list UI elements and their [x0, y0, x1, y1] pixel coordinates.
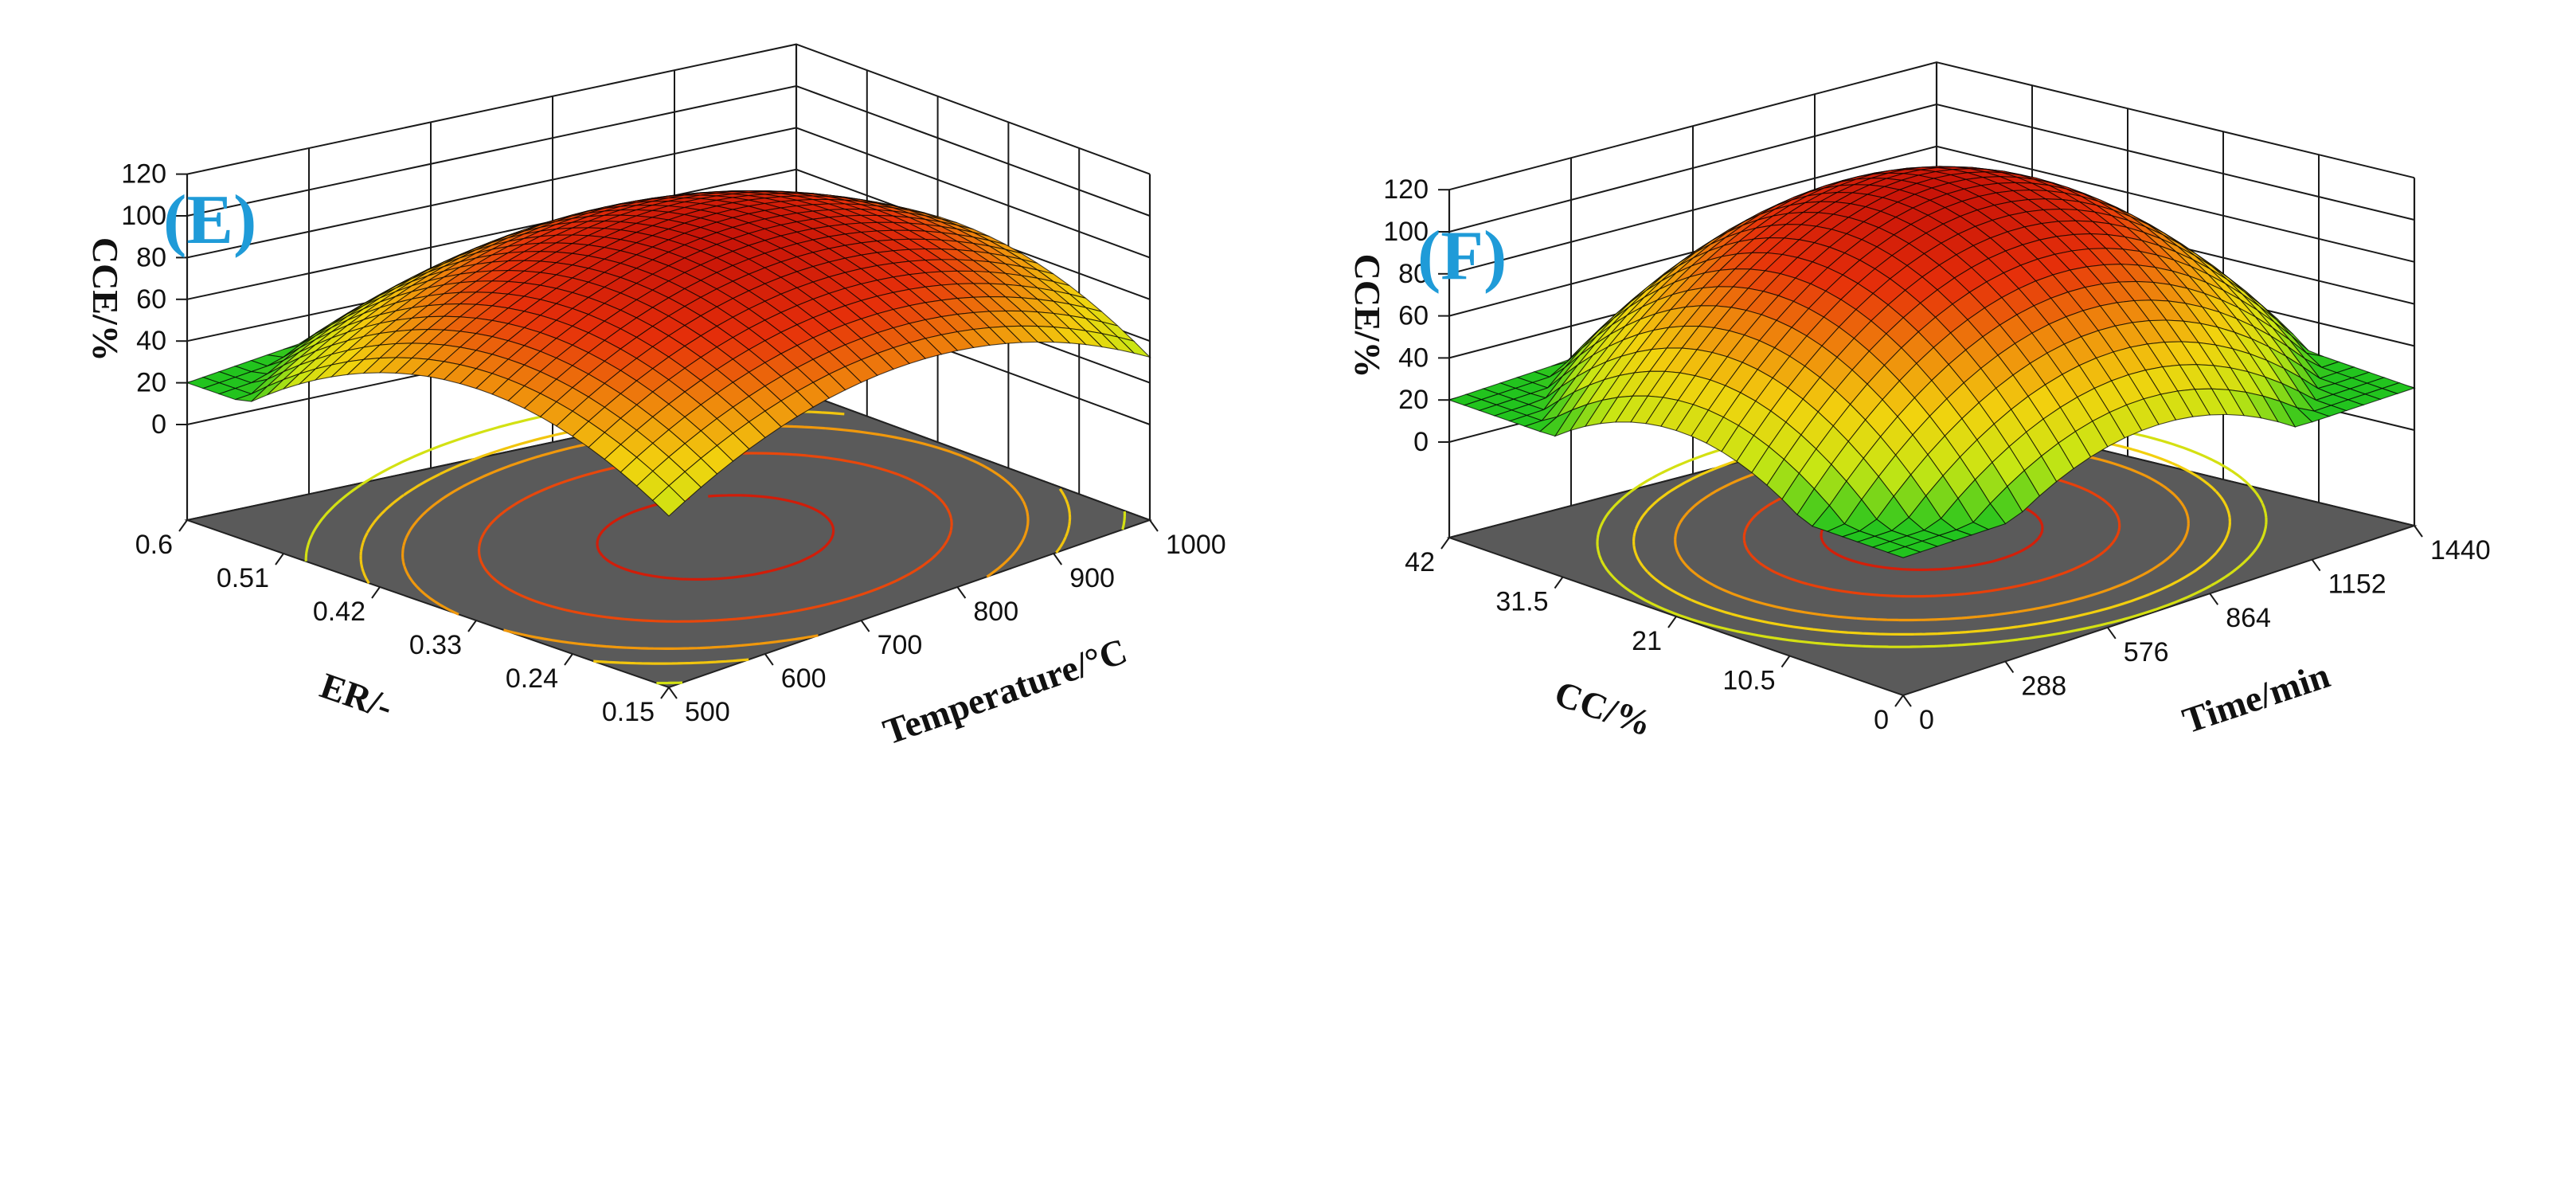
- x-tick-label: 600: [781, 663, 827, 694]
- y-axis-title: CC/%: [1550, 673, 1657, 744]
- x-tick-label: 864: [2226, 603, 2271, 633]
- y-tick-mark: [1781, 655, 1791, 668]
- x-tick-mark: [668, 687, 678, 699]
- y-tick-mark: [564, 653, 573, 666]
- response-surface: [186, 190, 1151, 517]
- x-tick-label: 1000: [1166, 530, 1226, 560]
- y-tick-label: 21: [1632, 626, 1662, 656]
- z-tick-label: 0: [151, 409, 166, 440]
- surface-facet: [651, 485, 686, 517]
- panel-label: (E): [163, 182, 256, 259]
- wall-gridline-z: [186, 84, 1151, 217]
- panel-label: (F): [1417, 217, 1507, 295]
- z-axis-title: CCE/%: [85, 237, 126, 362]
- z-tick-label: 100: [1383, 217, 1429, 247]
- contour-line: [477, 452, 953, 623]
- y-tick-mark: [275, 553, 284, 566]
- y-tick-mark: [1894, 695, 1904, 707]
- y-tick-mark: [1667, 616, 1677, 628]
- y-tick-mark: [371, 586, 381, 599]
- y-tick-label: 31.5: [1495, 587, 1548, 617]
- wall-gridline-z: [1448, 61, 2415, 191]
- y-tick-label: 0.42: [313, 597, 365, 627]
- x-tick-mark: [1053, 553, 1063, 566]
- x-tick-label: 288: [2021, 671, 2066, 701]
- wall-gridline-z: [186, 43, 1151, 175]
- z-tick-label: 20: [136, 368, 166, 398]
- x-tick-label: 576: [2124, 637, 2169, 667]
- z-axis-ticks: 0 20 40 60 80 100 120: [1383, 174, 1449, 457]
- x-tick-mark: [1149, 519, 1159, 532]
- x-tick-mark: [1902, 695, 1912, 707]
- wall-gridline-z: [1448, 145, 2415, 275]
- y-tick-label: 0.24: [506, 663, 558, 694]
- x-axis-title: Time/min: [2178, 655, 2335, 742]
- x-tick-mark: [2106, 627, 2117, 640]
- y-tick-mark: [467, 620, 477, 632]
- x-tick-mark: [2004, 660, 2015, 673]
- y-tick-label: 0.6: [135, 530, 173, 560]
- x-tick-mark: [764, 653, 774, 666]
- z-tick-label: 120: [121, 159, 166, 190]
- x-tick-label: 900: [1069, 563, 1115, 593]
- wall-gridline-z: [1448, 103, 2415, 233]
- surface-facet: [1886, 546, 1922, 558]
- x-tick-mark: [2209, 593, 2219, 605]
- z-tick-label: 80: [1398, 259, 1429, 289]
- z-tick-label: 20: [1398, 385, 1429, 415]
- x-tick-label: 1152: [2328, 569, 2386, 600]
- y-tick-label: 0.33: [409, 630, 462, 660]
- x-tick-mark: [860, 620, 870, 632]
- y-tick-label: 10.5: [1722, 666, 1775, 696]
- z-tick-label: 100: [121, 201, 166, 231]
- y-tick-label: 0.15: [602, 697, 655, 727]
- x-tick-mark: [956, 586, 967, 599]
- z-axis-ticks: 0 20 40 60 80 100 120: [121, 159, 187, 440]
- x-tick-label: 1440: [2430, 535, 2491, 566]
- chart-panel-e: 0 20 40 60 80 100 120 0.6 0.51 0.42 0.33 0.24 0.15 50…: [85, 43, 1226, 753]
- y-axis-ticks: 42 31.5 21 10.5 0: [1405, 537, 1904, 735]
- y-tick-mark: [1554, 576, 1564, 589]
- x-axis-ticks: 0 288 576 864 1152 1440: [1902, 525, 2491, 735]
- wall-gridline-z: [186, 127, 1151, 259]
- x-tick-label: 800: [973, 597, 1018, 627]
- x-tick-label: 500: [685, 697, 730, 727]
- z-tick-label: 60: [136, 284, 166, 315]
- y-tick-label: 0.51: [217, 563, 269, 593]
- x-tick-mark: [2311, 559, 2321, 572]
- y-tick-mark: [178, 519, 188, 532]
- y-tick-label: 42: [1405, 547, 1435, 577]
- z-axis-title: CCE/%: [1347, 254, 1388, 378]
- x-tick-label: 700: [878, 630, 923, 660]
- z-tick-label: 80: [136, 242, 166, 272]
- z-tick-label: 0: [1413, 427, 1429, 457]
- z-tick-label: 60: [1398, 301, 1429, 331]
- x-tick-label: 0: [1919, 705, 1934, 735]
- y-tick-mark: [660, 687, 670, 699]
- y-axis-ticks: 0.6 0.51 0.42 0.33 0.24 0.15: [135, 519, 670, 727]
- y-axis-title: ER/-: [315, 665, 398, 727]
- y-tick-mark: [1440, 537, 1450, 550]
- y-tick-label: 0: [1874, 705, 1889, 735]
- z-tick-label: 120: [1383, 174, 1429, 205]
- wall-gridline-z: [186, 168, 1151, 300]
- x-tick-mark: [2414, 525, 2423, 538]
- z-tick-label: 40: [136, 326, 166, 356]
- response-surface: [1448, 166, 2416, 558]
- x-axis-ticks: 500 600 700 800 900 1000: [668, 519, 1226, 727]
- z-tick-label: 40: [1398, 342, 1429, 373]
